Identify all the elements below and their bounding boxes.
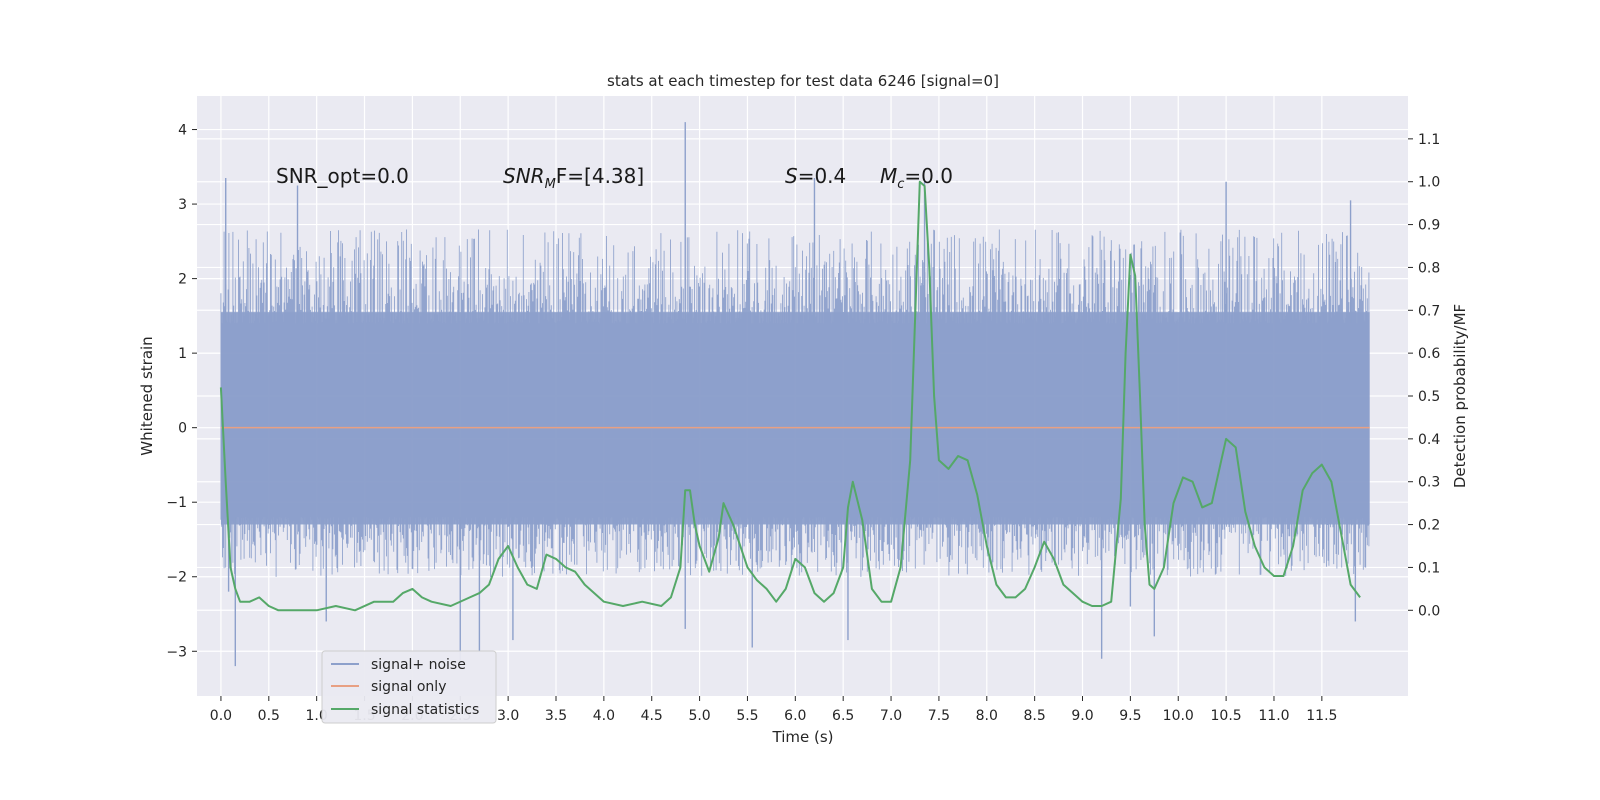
- x-tick-label: 9.5: [1119, 708, 1141, 724]
- chart-title: stats at each timestep for test data 624…: [607, 72, 999, 90]
- x-tick-label: 6.5: [832, 708, 854, 724]
- x-tick-label: 0.5: [258, 708, 280, 724]
- y-tick-label: 0: [178, 421, 187, 437]
- y-tick-label: −1: [166, 495, 187, 511]
- x-tick-label: 3.5: [545, 708, 567, 724]
- x-tick-label: 11.0: [1258, 708, 1289, 724]
- legend-box: [321, 650, 497, 724]
- x-tick-label: 7.5: [928, 708, 950, 724]
- x-tick-label: 5.5: [736, 708, 758, 724]
- legend-label-signal-only: signal only: [371, 679, 446, 695]
- annotation-mc: Mc=0.0: [880, 164, 953, 192]
- y2-tick-label: 0.4: [1418, 432, 1440, 448]
- series-signal-statistics: [219, 180, 1361, 612]
- x-tick-label: 10.0: [1163, 708, 1194, 724]
- x-tick-label: 7.0: [880, 708, 902, 724]
- x-tick-label: 8.5: [1024, 708, 1046, 724]
- annotation-s: S=0.4: [785, 164, 846, 188]
- x-axis-label: Time (s): [772, 728, 834, 746]
- y-tick-label: 3: [178, 197, 187, 213]
- y2-tick-label: 0.2: [1418, 518, 1440, 534]
- y2-tick-label: 0.8: [1418, 260, 1440, 276]
- y-tick-label: 2: [178, 272, 187, 288]
- x-tick-label: 10.5: [1211, 708, 1242, 724]
- y-tick-label: 1: [178, 346, 187, 362]
- y2-tick-label: 0.7: [1418, 303, 1440, 319]
- legend: signal+ noise signal only signal statist…: [321, 650, 497, 724]
- x-tick-label: 4.5: [641, 708, 663, 724]
- y-tick-label: −3: [166, 644, 187, 660]
- x-tick-label: 6.0: [784, 708, 806, 724]
- x-tick-label: 3.0: [497, 708, 519, 724]
- y-tick-label: −2: [166, 570, 187, 586]
- y2-tick-label: 0.6: [1418, 346, 1440, 362]
- y2-axis-label: Detection probability/MF: [1451, 304, 1469, 488]
- y-tick-label: 4: [178, 123, 187, 139]
- x-tick-label: 5.0: [688, 708, 710, 724]
- y-axis-ticks: 4 3 2 1 0 −1 −2 −3: [166, 123, 197, 660]
- x-tick-label: 0.0: [210, 708, 232, 724]
- annotation-snr-opt: SNR_opt=0.0: [276, 164, 409, 188]
- x-tick-label: 8.0: [976, 708, 998, 724]
- legend-label-signal-noise: signal+ noise: [371, 657, 466, 673]
- x-tick-label: 4.0: [593, 708, 615, 724]
- signal-statistics-line: [219, 180, 1361, 612]
- y2-tick-label: 0.0: [1418, 603, 1440, 619]
- y2-tick-label: 0.1: [1418, 560, 1440, 576]
- y2-tick-label: 0.3: [1418, 475, 1440, 491]
- legend-label-signal-statistics: signal statistics: [371, 702, 479, 718]
- x-tick-label: 11.5: [1306, 708, 1337, 724]
- x-tick-label: 9.0: [1071, 708, 1093, 724]
- y2-tick-label: 0.9: [1418, 218, 1440, 234]
- annotation-snr-mf: SNRMF=[4.38]: [503, 164, 644, 192]
- y2-tick-label: 0.5: [1418, 389, 1440, 405]
- y2-tick-label: 1.0: [1418, 175, 1440, 191]
- y2-tick-label: 1.1: [1418, 132, 1440, 148]
- y2-axis-ticks: 1.1 1.0 0.9 0.8 0.7 0.6 0.5 0.4 0.3 0.2 0.1 0.0: [1408, 132, 1440, 619]
- y-axis-label: Whitened strain: [138, 336, 156, 455]
